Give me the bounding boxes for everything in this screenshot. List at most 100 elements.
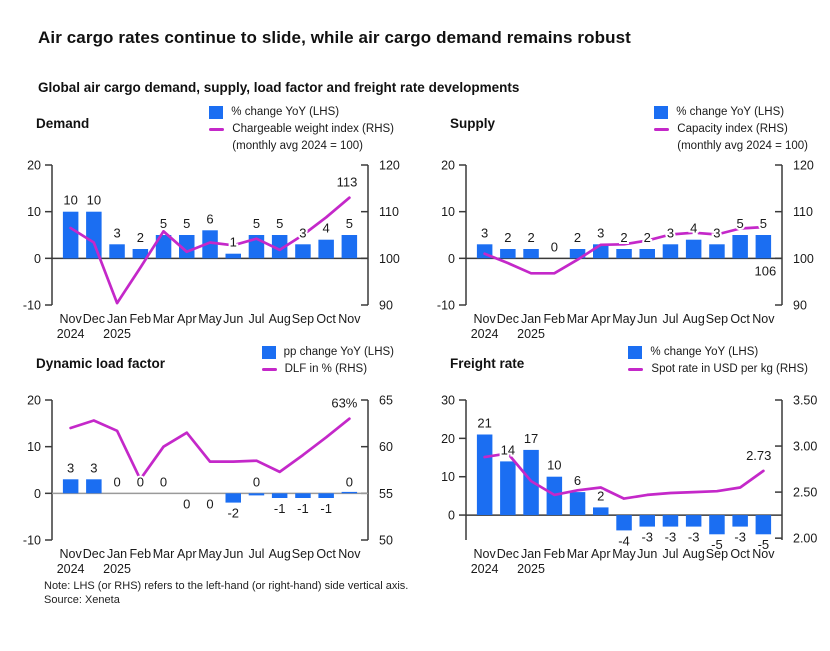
svg-text:Mar: Mar [567,312,589,326]
bar [318,239,334,259]
right-axis: 120 110 100 90 [361,159,400,313]
bar [225,493,241,503]
svg-text:63%: 63% [331,396,357,411]
right-axis: 3.50 3.00 2.50 2.00 [775,394,817,546]
right-axis: 120 110 100 90 [775,159,814,313]
freight-rate-panel-title: Freight rate [450,356,525,371]
svg-text:120: 120 [379,159,400,173]
line-series-swatch [628,368,644,371]
svg-text:0: 0 [183,496,190,511]
svg-text:Sep: Sep [292,312,314,326]
freight-rate-panel: Freight rate % change YoY (LHS) Spot rate… [430,343,830,578]
svg-text:3: 3 [597,225,604,240]
legend-sublabel: (monthly avg 2024 = 100) [232,140,364,152]
svg-text:May: May [198,312,222,326]
load-factor-panel: Dynamic load factor pp change YoY (LHS) D… [16,343,416,578]
svg-text:2025: 2025 [103,327,131,341]
svg-text:20: 20 [441,159,455,173]
svg-text:10: 10 [547,458,561,473]
svg-text:Sep: Sep [706,312,728,326]
svg-text:3: 3 [90,460,97,475]
legend-label: Chargeable weight index (RHS) [232,123,394,135]
svg-text:55: 55 [379,487,393,501]
bar [709,515,725,535]
demand-panel: Demand % change YoY (LHS) Chargeable weig… [16,103,416,343]
x-axis-labels: Nov Dec Jan Feb Mar Apr May Jun Jul Aug Sep Oct Nov2… [57,547,362,576]
legend-sublabel: (monthly avg 2024 = 100) [677,140,808,152]
demand-legend: % change YoY (LHS) Chargeable weight inde… [209,105,394,153]
svg-text:0: 0 [448,252,455,266]
svg-text:3: 3 [67,460,74,475]
bar [639,515,655,527]
legend-label: DLF in % (RHS) [284,363,368,375]
bar [569,492,586,516]
bar [295,244,311,259]
footnote: Note: LHS (or RHS) refers to the left-ha… [44,580,830,607]
bar-series-swatch [654,106,669,119]
svg-text:5: 5 [253,216,260,231]
line-series-swatch [654,128,670,131]
svg-text:5: 5 [276,216,283,231]
svg-text:2025: 2025 [103,562,131,576]
supply-panel-header: Supply % change YoY (LHS) Capacity index … [430,103,830,153]
trend-line [483,225,765,275]
bar [202,230,218,259]
svg-text:Apr: Apr [591,547,610,561]
bar [155,235,172,259]
bar [732,515,748,527]
bar [341,235,358,259]
legend-label: % change YoY (LHS) [231,106,340,118]
svg-text:3.50: 3.50 [793,394,817,408]
svg-text:2: 2 [620,230,627,245]
x-axis-labels: Nov Dec Jan Feb Mar Apr May Jun Jul Aug Sep Oct Nov2… [471,312,776,341]
svg-text:2: 2 [137,230,144,245]
svg-text:May: May [612,547,636,561]
svg-text:Sep: Sep [292,547,314,561]
svg-text:Oct: Oct [730,547,750,561]
svg-text:10: 10 [441,205,455,219]
svg-text:Mar: Mar [567,547,589,561]
svg-text:Oct: Oct [730,312,750,326]
svg-text:Jun: Jun [223,312,243,326]
svg-text:Dec: Dec [497,312,519,326]
svg-text:20: 20 [27,394,41,408]
bar-labels: 21 14 17 10 6 2 -4 -3 -3 -3 -5 -3 -5 [475,414,771,555]
svg-text:20: 20 [441,432,455,446]
svg-text:4: 4 [323,221,330,236]
bar [62,479,79,494]
svg-text:Jun: Jun [223,547,243,561]
svg-text:90: 90 [379,299,393,313]
left-axis: 20 10 0 -10 [23,394,53,548]
bar-series [476,235,772,259]
svg-text:17: 17 [524,431,538,446]
legend-label: Spot rate in USD per kg (RHS) [651,363,808,375]
bar [685,515,702,527]
svg-text:Feb: Feb [544,547,566,561]
svg-text:Dec: Dec [83,547,105,561]
svg-text:2025: 2025 [517,327,545,341]
svg-text:6: 6 [206,211,213,226]
bar [616,515,632,531]
left-axis: 20 10 0 -10 [23,159,53,313]
svg-text:-10: -10 [23,534,41,548]
load-factor-panel-title: Dynamic load factor [36,356,166,371]
chart-group-subtitle: Global air cargo demand, supply, load fa… [38,80,520,95]
svg-text:0: 0 [551,239,558,254]
bar [662,244,679,259]
svg-text:-5: -5 [711,537,723,552]
svg-text:2024: 2024 [57,562,85,576]
legend-label: % change YoY (LHS) [650,346,759,358]
supply-panel-title: Supply [450,116,496,131]
svg-text:5: 5 [760,216,767,231]
bar [341,491,358,494]
svg-text:0: 0 [253,474,260,489]
bar [179,235,195,259]
svg-text:Jun: Jun [637,547,657,561]
svg-text:Jan: Jan [521,312,541,326]
legend-item: DLF in % (RHS) [261,362,394,377]
svg-text:2: 2 [504,230,511,245]
svg-text:106: 106 [755,263,777,278]
svg-text:0: 0 [113,474,120,489]
svg-text:May: May [198,547,222,561]
